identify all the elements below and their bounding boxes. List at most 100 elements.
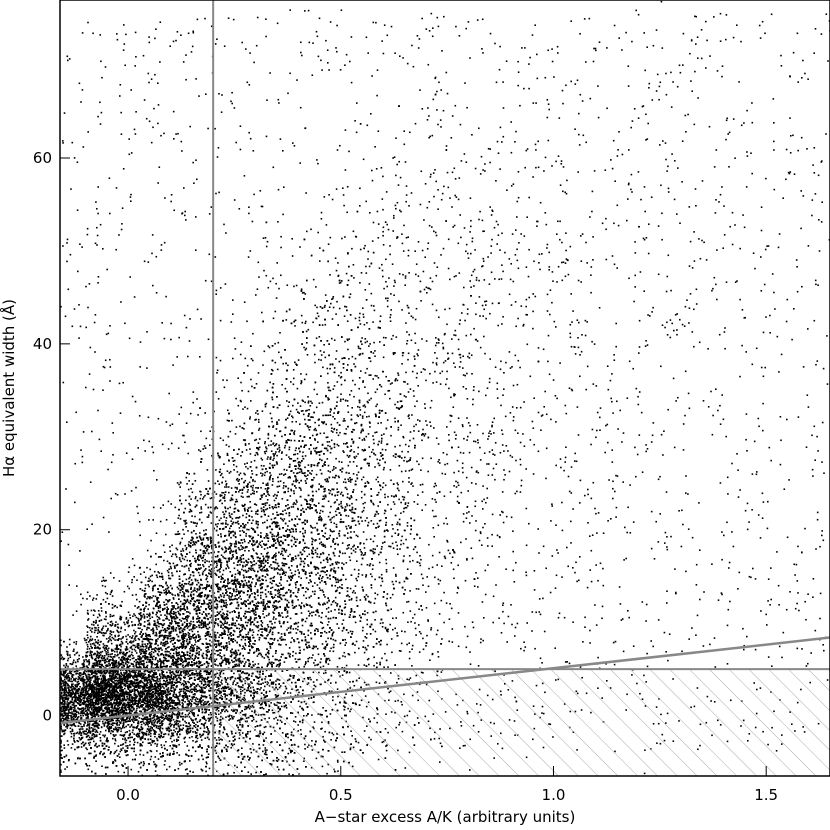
data-point	[242, 547, 245, 549]
data-point	[121, 710, 124, 713]
data-point	[192, 771, 194, 773]
data-point	[292, 607, 294, 609]
data-point	[238, 615, 240, 618]
data-point	[224, 604, 227, 607]
data-point	[275, 461, 278, 463]
data-point	[318, 402, 321, 404]
data-point	[195, 525, 198, 527]
data-point	[265, 446, 267, 448]
data-point	[214, 506, 216, 509]
data-point	[185, 646, 187, 649]
data-point	[100, 750, 102, 753]
data-point	[199, 676, 201, 679]
data-point	[205, 657, 208, 659]
data-point	[384, 484, 387, 487]
data-point	[194, 702, 197, 705]
data-point	[175, 556, 178, 558]
data-point	[300, 612, 303, 614]
data-point	[282, 616, 284, 618]
data-point	[269, 620, 271, 623]
data-point	[256, 491, 258, 493]
data-point	[103, 735, 106, 738]
data-point	[95, 730, 98, 732]
data-point	[305, 603, 308, 605]
data-point	[342, 420, 345, 422]
data-point	[336, 561, 339, 563]
data-point	[247, 611, 250, 613]
data-point	[182, 585, 185, 587]
data-point	[109, 752, 112, 755]
data-point	[307, 396, 309, 398]
data-point	[191, 736, 193, 738]
data-point	[143, 732, 146, 734]
plot-area	[60, 0, 830, 776]
data-point	[230, 580, 233, 583]
data-point	[118, 693, 121, 695]
data-point	[103, 671, 106, 674]
data-point	[245, 621, 247, 624]
data-point	[334, 601, 337, 604]
data-point	[363, 437, 365, 440]
data-point	[155, 676, 157, 679]
data-point	[244, 526, 246, 528]
data-point	[274, 453, 276, 455]
data-point	[363, 547, 366, 549]
data-point	[179, 607, 182, 610]
data-point	[196, 732, 198, 734]
data-point	[170, 555, 173, 558]
data-point	[236, 500, 239, 503]
data-point	[141, 744, 143, 747]
data-point	[325, 661, 327, 664]
data-point	[151, 597, 153, 599]
data-point	[285, 571, 287, 574]
data-point	[216, 555, 219, 558]
data-point	[244, 524, 247, 526]
data-point	[187, 631, 190, 634]
data-point	[358, 319, 361, 322]
data-point	[277, 639, 279, 642]
data-point	[310, 526, 313, 528]
data-point	[287, 490, 289, 493]
data-point	[171, 544, 173, 547]
data-point	[324, 603, 326, 605]
data-point	[185, 633, 188, 636]
data-point	[281, 498, 284, 500]
data-point	[294, 555, 297, 557]
data-point	[169, 737, 172, 740]
data-point	[352, 379, 354, 382]
data-point	[134, 639, 137, 642]
data-point	[199, 719, 202, 721]
data-point	[261, 622, 264, 624]
data-point	[274, 621, 276, 624]
data-point	[317, 663, 320, 666]
data-point	[204, 617, 207, 620]
data-point	[318, 336, 321, 338]
data-point	[294, 573, 296, 576]
data-point	[347, 464, 350, 467]
data-point	[361, 415, 364, 417]
data-point	[346, 544, 349, 547]
data-point	[170, 685, 173, 687]
data-point	[60, 709, 62, 712]
data-point	[179, 674, 182, 676]
data-point	[254, 604, 257, 607]
data-point	[362, 381, 364, 383]
data-point	[229, 430, 232, 433]
data-point	[155, 631, 157, 634]
data-point	[161, 669, 163, 672]
data-point	[321, 570, 324, 572]
data-point	[226, 561, 229, 564]
data-point	[312, 546, 314, 549]
data-point	[267, 493, 269, 495]
data-point	[133, 750, 135, 753]
data-point	[199, 736, 202, 738]
data-point	[196, 579, 199, 582]
data-point	[245, 513, 248, 515]
data-point	[276, 368, 279, 371]
data-point	[297, 628, 299, 631]
data-point	[320, 621, 322, 623]
data-point	[185, 731, 188, 733]
data-point	[196, 609, 199, 612]
data-point	[261, 625, 263, 628]
data-point	[220, 566, 222, 569]
